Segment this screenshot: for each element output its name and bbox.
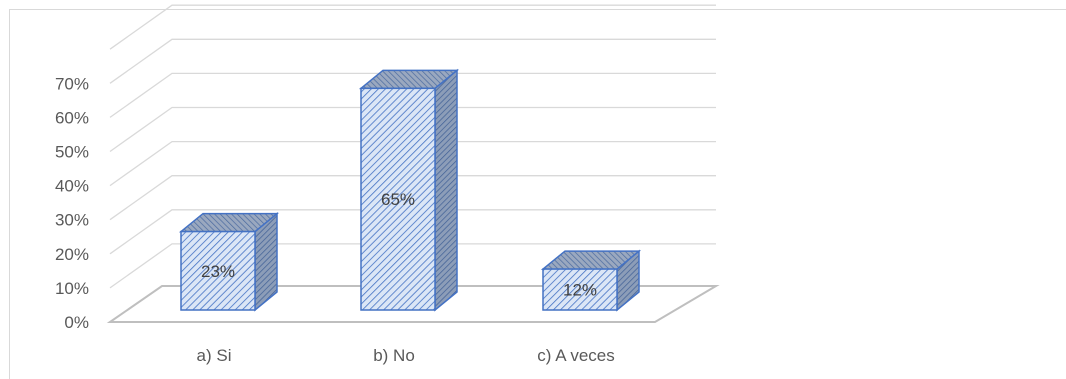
y-tick-label: 0% bbox=[64, 313, 89, 332]
y-tick-label: 50% bbox=[55, 143, 89, 162]
x-category-label: a) Si bbox=[197, 346, 232, 365]
x-category-label: b) No bbox=[373, 346, 415, 365]
y-tick-label: 70% bbox=[55, 74, 89, 93]
y-tick-label: 10% bbox=[55, 279, 89, 298]
bar-3: 12% bbox=[543, 251, 639, 310]
bar-1: 23% bbox=[181, 214, 277, 310]
gridline bbox=[110, 5, 716, 49]
x-axis-categories: a) Si b) No c) A veces bbox=[197, 346, 615, 365]
y-tick-label: 30% bbox=[55, 211, 89, 230]
bar-2: 65% bbox=[361, 70, 457, 310]
data-label: 23% bbox=[201, 262, 235, 281]
y-axis-ticks: 0% 10% 20% 30% 40% 50% 60% 70% bbox=[55, 74, 89, 332]
bar-side bbox=[435, 70, 457, 310]
y-tick-label: 60% bbox=[55, 108, 89, 127]
y-tick-label: 20% bbox=[55, 245, 89, 264]
bars: 23% 65% 12% bbox=[181, 70, 639, 310]
x-category-label: c) A veces bbox=[537, 346, 614, 365]
data-label: 65% bbox=[381, 190, 415, 209]
data-label: 12% bbox=[563, 281, 597, 300]
y-tick-label: 40% bbox=[55, 177, 89, 196]
